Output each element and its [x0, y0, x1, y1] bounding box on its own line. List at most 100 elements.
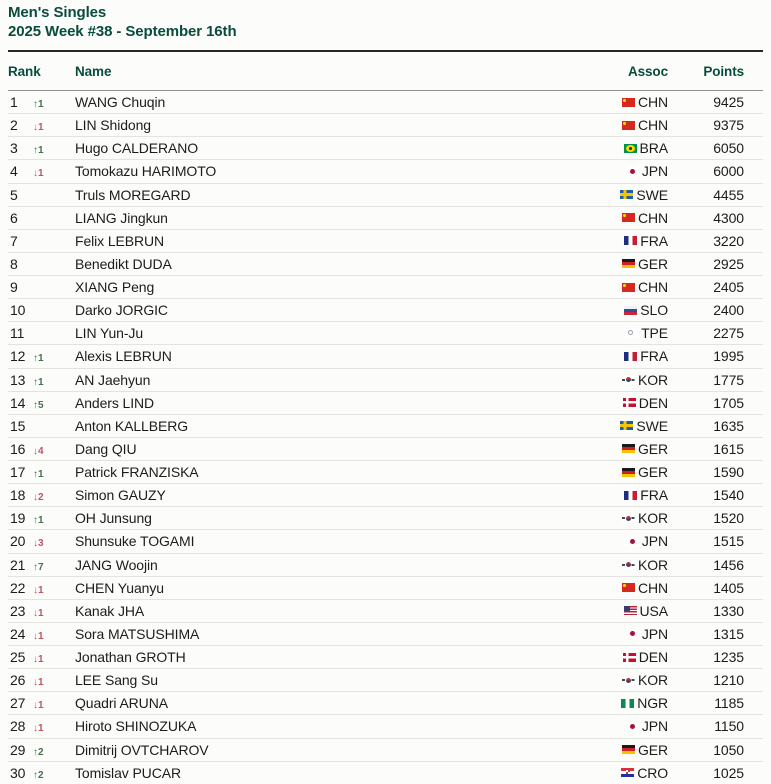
rank-number: 28: [10, 718, 26, 735]
swe-flag-icon: [620, 421, 634, 431]
assoc-code: USA: [639, 602, 669, 619]
table-row: 5 Truls MOREGARD SWE 4455: [8, 184, 763, 207]
rank-change-indicator: ↓1: [33, 122, 44, 134]
table-row: 24 ↓1 Sora MATSUSHIMA JPN 1315: [8, 623, 763, 646]
assoc-cell: KOR: [592, 372, 668, 388]
rank-number: 9: [10, 279, 18, 296]
assoc-code: KOR: [637, 556, 668, 573]
assoc-code: CHN: [637, 94, 668, 111]
chn-flag-icon: [621, 282, 635, 292]
points-value: 1995: [713, 348, 744, 365]
table-row: 10 Darko JORGIC SLO 2400: [8, 299, 763, 323]
assoc-code: JPN: [641, 625, 668, 642]
rank-cell: 9: [8, 279, 75, 295]
usa-flag-icon: [623, 606, 637, 616]
table-row: 28 ↓1 Hiroto SHINOZUKA JPN 1150: [8, 715, 763, 739]
ger-flag-icon: [621, 259, 635, 269]
tpe-flag-icon: [625, 328, 639, 338]
ger-flag-icon: [621, 444, 635, 454]
player-name: Simon GAUZY: [75, 487, 166, 504]
rank-number: 4: [10, 163, 18, 180]
assoc-cell: FRA: [592, 233, 668, 249]
kor-flag-icon: [621, 675, 635, 685]
assoc-code: CHN: [637, 279, 668, 296]
rank-cell: 28 ↓1: [8, 718, 75, 734]
points-value: 1150: [714, 718, 744, 735]
rank-cell: 13 ↑1: [8, 372, 75, 388]
rank-number: 15: [10, 417, 26, 434]
column-header-points: Points: [703, 63, 744, 79]
rank-cell: 16 ↓4: [8, 441, 75, 457]
rank-number: 23: [10, 602, 26, 619]
assoc-cell: SWE: [592, 418, 668, 434]
points-value: 4455: [713, 186, 744, 203]
points-value: 6000: [713, 163, 744, 180]
assoc-code: CRO: [637, 764, 668, 781]
rank-cell: 22 ↓1: [8, 580, 75, 596]
rank-change-indicator: ↓1: [33, 677, 44, 689]
table-row: 18 ↓2 Simon GAUZY FRA 1540: [8, 484, 763, 508]
player-name: LEE Sang Su: [75, 672, 158, 689]
rank-number: 26: [10, 672, 26, 689]
assoc-code: BRA: [639, 140, 669, 157]
table-row: 12 ↑1 Alexis LEBRUN FRA 1995: [8, 345, 763, 369]
assoc-cell: DEN: [592, 649, 668, 665]
assoc-cell: KOR: [592, 672, 668, 688]
assoc-cell: SWE: [592, 187, 668, 203]
points-value: 1540: [713, 487, 744, 504]
player-name: LIANG Jingkun: [75, 209, 168, 226]
assoc-cell: JPN: [592, 626, 668, 642]
rank-number: 13: [10, 371, 26, 388]
rank-number: 19: [10, 510, 26, 527]
rank-cell: 3 ↑1: [8, 140, 75, 156]
table-row: 15 Anton KALLBERG SWE 1635: [8, 415, 763, 438]
player-name: Hiroto SHINOZUKA: [75, 718, 197, 735]
assoc-code: GER: [637, 255, 668, 272]
column-header-name: Name: [75, 63, 112, 79]
chn-flag-icon: [621, 97, 635, 107]
bra-flag-icon: [623, 143, 637, 153]
slo-flag-icon: [624, 305, 638, 315]
column-header-divider: [8, 90, 763, 91]
rank-cell: 6: [8, 210, 75, 226]
points-value: 2925: [713, 255, 744, 272]
player-name: Shunsuke TOGAMI: [75, 533, 195, 550]
rank-cell: 23 ↓1: [8, 603, 75, 619]
assoc-code: JPN: [641, 533, 668, 550]
header-divider: [8, 50, 763, 52]
points-value: 1405: [713, 579, 744, 596]
player-name: Dimitrij OVTCHAROV: [75, 741, 209, 758]
rank-number: 21: [10, 556, 26, 573]
assoc-cell: GER: [592, 464, 668, 480]
assoc-cell: CRO: [592, 765, 668, 781]
kor-flag-icon: [621, 375, 635, 385]
assoc-cell: JPN: [592, 533, 668, 549]
rank-change-indicator: ↓1: [33, 700, 44, 712]
player-name: Benedikt DUDA: [75, 255, 172, 272]
assoc-code: FRA: [640, 487, 668, 504]
page-subtitle: 2025 Week #38 - September 16th: [8, 23, 237, 40]
rank-number: 3: [10, 140, 18, 157]
table-row: 22 ↓1 CHEN Yuanyu CHN 1405: [8, 577, 763, 600]
assoc-cell: FRA: [592, 487, 668, 503]
rank-number: 25: [10, 649, 26, 666]
points-value: 2400: [713, 302, 744, 319]
column-header-rank: Rank: [8, 63, 41, 79]
assoc-cell: GER: [592, 441, 668, 457]
table-column-headers: Rank Name Assoc Points: [8, 52, 763, 90]
player-name: Kanak JHA: [75, 602, 145, 619]
assoc-code: NGR: [637, 695, 668, 712]
rank-number: 5: [10, 186, 18, 203]
player-name: WANG Chuqin: [75, 94, 166, 111]
points-value: 1615: [713, 440, 744, 457]
assoc-cell: KOR: [592, 510, 668, 526]
rank-cell: 12 ↑1: [8, 348, 75, 364]
rank-change-indicator: ↓1: [33, 723, 44, 735]
rank-cell: 10: [8, 302, 75, 318]
table-row: 9 XIANG Peng CHN 2405: [8, 276, 763, 300]
rank-cell: 5: [8, 187, 75, 203]
rank-number: 2: [10, 117, 18, 134]
rank-cell: 25 ↓1: [8, 649, 75, 665]
table-row: 2 ↓1 LIN Shidong CHN 9375: [8, 114, 763, 138]
assoc-code: GER: [637, 440, 668, 457]
